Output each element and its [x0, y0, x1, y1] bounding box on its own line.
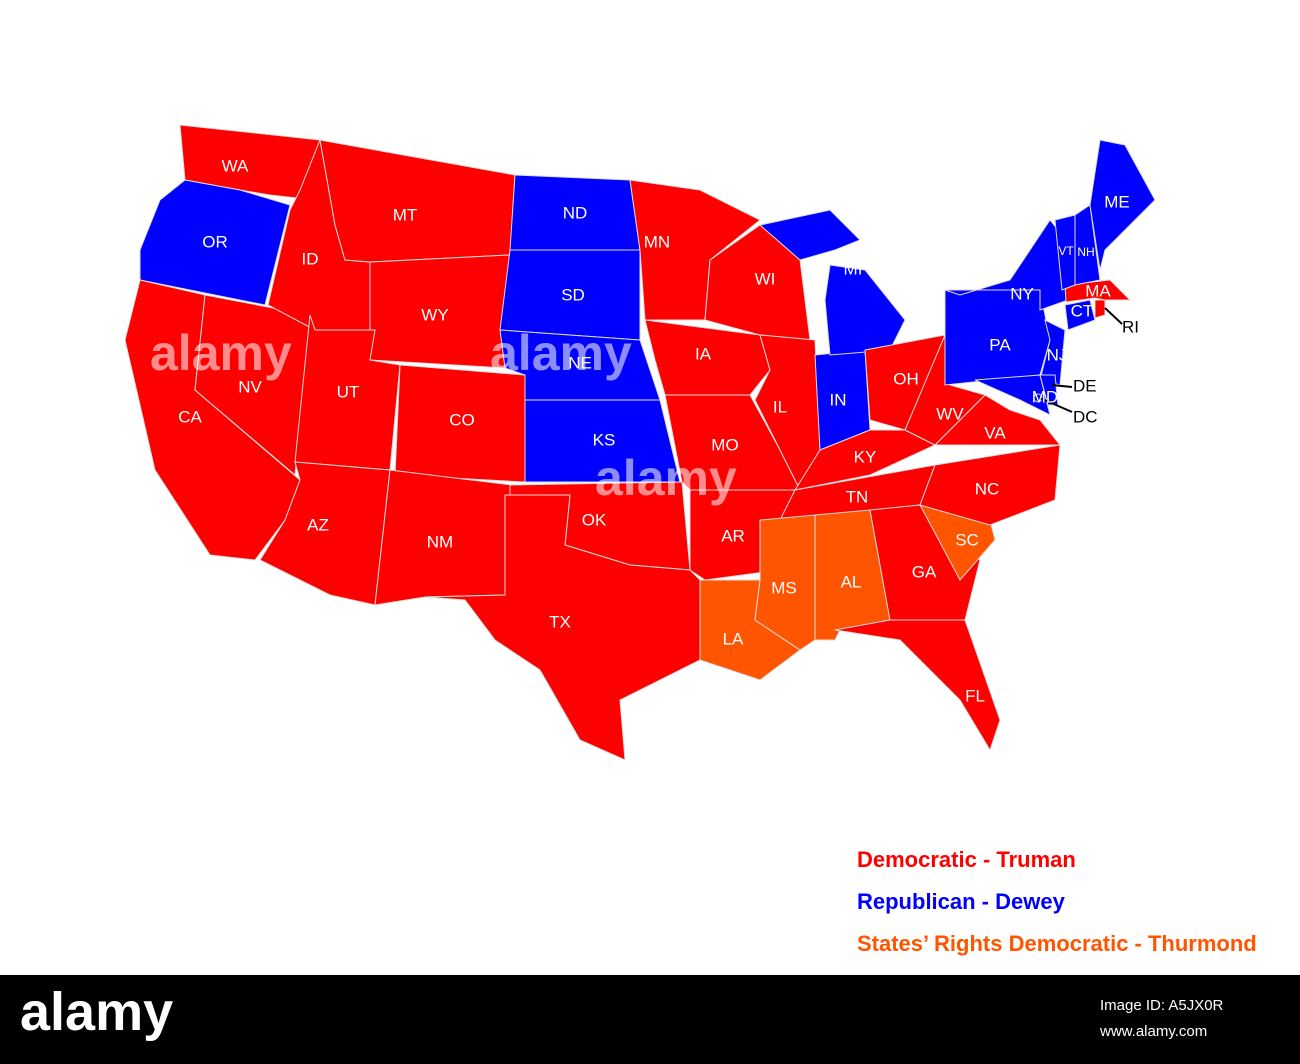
state-label: NM [427, 532, 453, 551]
footer-logo: alamy [20, 982, 173, 1042]
state-label: UT [337, 382, 360, 401]
state-label: WI [755, 269, 776, 288]
state-label: ME [1104, 192, 1130, 211]
state-label: WY [421, 305, 448, 324]
state-label: SC [955, 530, 979, 549]
watermarks: alamy alamy alamy [150, 325, 737, 506]
state-label: GA [912, 562, 937, 581]
state-shape [758, 209, 861, 261]
state-label: CO [449, 410, 475, 429]
state-label: NJ [1047, 345, 1068, 364]
state-label: TN [846, 487, 869, 506]
state-label: OH [893, 369, 919, 388]
state-label: MN [644, 232, 670, 251]
state-shape [319, 139, 516, 263]
state-shape [424, 494, 701, 761]
state-label: LA [723, 629, 744, 648]
state-label: IA [695, 344, 712, 363]
watermark: alamy [150, 325, 292, 381]
state-label: MO [711, 435, 738, 454]
legend-entry: Democratic - Truman [857, 847, 1076, 872]
state-shape [834, 619, 1001, 752]
leader-line [1051, 384, 1073, 388]
state-shape [1064, 279, 1132, 303]
leader-line [1104, 307, 1123, 325]
state-label: VT [1058, 244, 1074, 258]
state-label: FL [965, 686, 985, 705]
state-label: RI [1122, 317, 1139, 336]
state-label: IN [830, 390, 847, 409]
legend: Democratic - Truman Republican - Dewey S… [857, 847, 1257, 956]
state-label: CT [1071, 301, 1094, 320]
state-shape [139, 179, 291, 306]
footer-image-id: Image ID: A5JX0R [1100, 997, 1224, 1014]
state-label: VA [984, 423, 1006, 442]
state-label: IL [773, 397, 787, 416]
state-label: TX [549, 612, 571, 631]
state-label: AL [841, 572, 862, 591]
state-shape [1094, 299, 1106, 319]
state-label: MT [393, 205, 418, 224]
state-label: NV [238, 377, 262, 396]
state-label: NE [568, 353, 592, 372]
state-shape [919, 444, 1061, 526]
watermark: alamy [595, 450, 737, 506]
state-label: PA [989, 335, 1011, 354]
footer-url: www.alamy.com [1099, 1023, 1207, 1040]
state-shape [1064, 299, 1096, 331]
state-label: ID [302, 249, 319, 268]
state-label: DC [1073, 407, 1098, 426]
state-shape [294, 314, 401, 471]
state-label: MD [1032, 387, 1058, 406]
state-label: AR [721, 526, 745, 545]
state-label: MS [771, 578, 797, 597]
state-label: SD [561, 285, 585, 304]
states [124, 124, 1156, 761]
state-label: NC [975, 479, 1000, 498]
state-shape [824, 264, 906, 356]
state-label: CA [178, 407, 202, 426]
state-label: MI [844, 259, 863, 278]
state-shape [1074, 204, 1101, 286]
leader-lines [1039, 307, 1123, 413]
state-label: OK [582, 510, 607, 529]
state-label: ND [563, 203, 588, 222]
state-label: NH [1077, 245, 1094, 259]
state-label: NY [1010, 284, 1034, 303]
leader-line [1039, 397, 1073, 413]
state-shape [904, 334, 986, 446]
state-label: OR [202, 232, 228, 251]
state-shape [1089, 139, 1156, 271]
state-labels: WA OR ID MT WY CA NV UT CO AZ NM TX OK N… [178, 156, 1139, 705]
state-label: MA [1085, 281, 1111, 300]
legend-entry: Republican - Dewey [857, 889, 1066, 914]
state-label: WA [222, 156, 249, 175]
watermark: alamy [490, 325, 632, 381]
state-shape [974, 374, 1051, 416]
state-label: KS [593, 430, 616, 449]
state-label: DE [1073, 376, 1097, 395]
state-label: WV [936, 404, 964, 423]
state-label: KY [854, 447, 877, 466]
state-label: AZ [307, 515, 329, 534]
state-shape [869, 504, 981, 621]
legend-entry: States’ Rights Democratic - Thurmond [857, 931, 1257, 956]
footer-bar [0, 975, 1300, 1064]
